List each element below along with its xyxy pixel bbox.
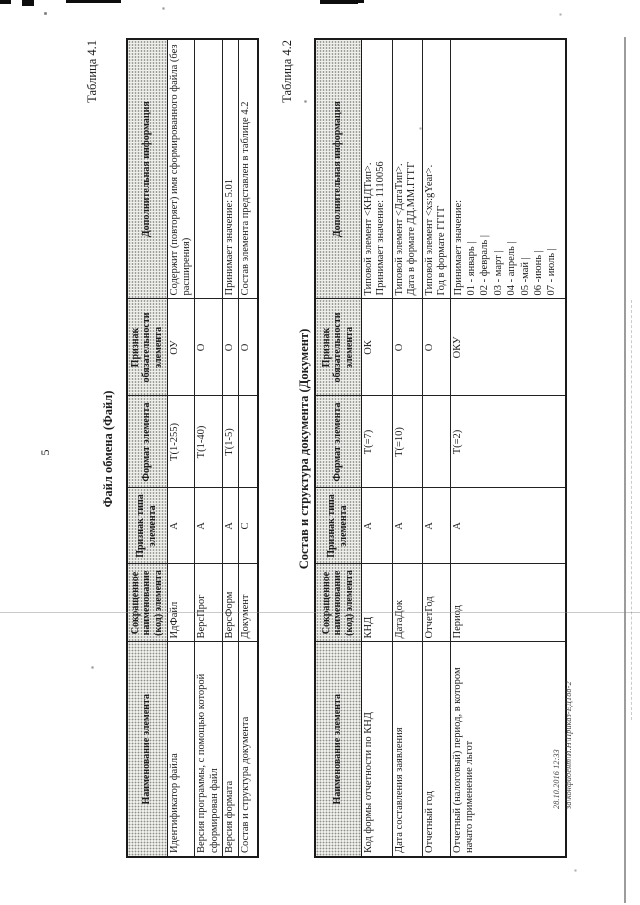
cell-type: А xyxy=(167,488,195,564)
cell-type: А xyxy=(422,488,450,564)
cell-required: О xyxy=(422,299,450,396)
cell-info: Типовой элемент <ДатаТип>. Дата в формат… xyxy=(392,39,422,299)
cell-code: Документ xyxy=(238,564,258,642)
cell-info: Типовой элемент <xs:gYear>. Год в формат… xyxy=(422,39,450,299)
cell-code: ИдФайл xyxy=(167,564,195,642)
scan-line-artifact xyxy=(0,612,640,613)
cell-type: А xyxy=(392,488,422,564)
cell-type: С xyxy=(238,488,258,564)
cell-type: А xyxy=(194,488,223,564)
table41-title: Файл обмена (Файл) xyxy=(101,390,115,508)
table-row: Отчетный (налоговый) период, в котором н… xyxy=(450,39,566,857)
cell-format xyxy=(238,396,258,488)
col-header-type-flag: Признак типа элемента xyxy=(127,488,167,564)
cell-format: Т(1-5) xyxy=(222,396,239,488)
stamp-datetime: 28.10.2016 12:33 xyxy=(552,749,561,809)
cell-required: О xyxy=(194,299,223,396)
cell-info: Принимает значение: 5.01 xyxy=(222,39,239,299)
table-row: Идентификатор файла ИдФайл А Т(1-255) ОУ… xyxy=(167,39,195,857)
col-header-format: Формат элемента xyxy=(127,396,167,488)
col-header-type-flag: Признак типа элемента xyxy=(315,488,361,564)
cell-required: ОК xyxy=(361,299,392,396)
cell-code: ВерсФорм xyxy=(222,564,239,642)
scan-edge-artifact xyxy=(22,0,34,6)
scan-speck-artifacts xyxy=(0,0,1,1)
table42-header-row: Наименование элемента Сокращенное наимен… xyxy=(315,39,361,857)
cell-required: О xyxy=(222,299,239,396)
table-file-exchange: Наименование элемента Сокращенное наимен… xyxy=(126,38,259,858)
col-header-required-flag: Признак обязательности элемента xyxy=(315,299,361,396)
cell-required: ОУ xyxy=(167,299,195,396)
scan-edge-artifact xyxy=(0,0,11,4)
scan-edge-artifact xyxy=(113,0,121,3)
col-header-additional-info: Дополнительная информация xyxy=(127,39,167,299)
cell-code: ДатаДок xyxy=(392,564,422,642)
table-row: Версия программы, с помощью которой сфор… xyxy=(194,39,223,857)
cell-required: О xyxy=(392,299,422,396)
cell-format: Т(=2) xyxy=(450,396,566,488)
table41-header-row: Наименование элемента Сокращенное наимен… xyxy=(127,39,167,857)
col-header-format: Формат элемента xyxy=(315,396,361,488)
cell-format xyxy=(422,396,450,488)
col-header-additional-info: Дополнительная информация xyxy=(315,39,361,299)
cell-code: ВерсПрог xyxy=(194,564,223,642)
table-row: Отчетный год ОтчетГод А О Типовой элемен… xyxy=(422,39,450,857)
cell-info: Состав элемента представлен в таблице 4.… xyxy=(238,39,258,299)
col-header-short-name: Сокращенное наименование (код) элемента xyxy=(127,564,167,642)
cell-name: Версия формата xyxy=(222,642,239,857)
scan-fold-line-artifact xyxy=(624,37,626,903)
cell-code: Период xyxy=(450,564,566,642)
cell-code: ОтчетГод xyxy=(422,564,450,642)
table-row: Версия формата ВерсФорм А Т(1-5) О Прини… xyxy=(222,39,239,857)
table-row: Дата составления заявления ДатаДок А Т(=… xyxy=(392,39,422,857)
cell-info xyxy=(194,39,223,299)
stamp-filepath: за\конфидент\И.Н\Приказ-ЕД188-2 xyxy=(563,681,573,809)
cell-name: Код формы отчетности по КНД xyxy=(361,642,392,857)
print-stamp: 28.10.2016 12:33 за\конфидент\И.Н\Приказ… xyxy=(551,681,574,809)
cell-type: А xyxy=(222,488,239,564)
page-number: 5 xyxy=(38,449,52,456)
cell-format: Т(=10) xyxy=(392,396,422,488)
cell-name: Отчетный год xyxy=(422,642,450,857)
cell-code: КНД xyxy=(361,564,392,642)
cell-name: Версия программы, с помощью которой сфор… xyxy=(194,642,223,857)
col-header-short-name: Сокращенное наименование (код) элемента xyxy=(315,564,361,642)
cell-name: Дата составления заявления xyxy=(392,642,422,857)
table-row: Состав и структура документа Документ С … xyxy=(238,39,258,857)
cell-format: Т(=7) xyxy=(361,396,392,488)
scan-edge-artifact xyxy=(66,0,113,3)
scan-edge-artifact xyxy=(320,0,358,4)
cell-name: Состав и структура документа xyxy=(238,642,258,857)
scan-edge-artifact xyxy=(358,0,364,3)
cell-required: О xyxy=(238,299,258,396)
scan-fold-line-artifact xyxy=(631,300,632,720)
cell-info: Содержит (повторяет) имя сформированного… xyxy=(167,39,195,299)
cell-type: А xyxy=(450,488,566,564)
col-header-element-name: Наименование элемента xyxy=(315,642,361,857)
table-document-structure: Наименование элемента Сокращенное наимен… xyxy=(314,38,567,858)
cell-type: А xyxy=(361,488,392,564)
table42-caption: Таблица 4.2 xyxy=(280,40,294,103)
cell-required: ОКУ xyxy=(450,299,566,396)
cell-format: Т(1-40) xyxy=(194,396,223,488)
table41-caption: Таблица 4.1 xyxy=(85,40,99,103)
col-header-element-name: Наименование элемента xyxy=(127,642,167,857)
cell-name: Отчетный (налоговый) период, в котором н… xyxy=(450,642,566,857)
col-header-required-flag: Признак обязательности элемента xyxy=(127,299,167,396)
cell-info-period-values: Принимает значение: 01 - январь | 02 - ф… xyxy=(450,39,566,299)
table42-title: Состав и структура документа (Документ) xyxy=(297,328,311,570)
cell-name: Идентификатор файла xyxy=(167,642,195,857)
cell-info: Типовой элемент <КНДТип>. Принимает знач… xyxy=(361,39,392,299)
cell-format: Т(1-255) xyxy=(167,396,195,488)
table-row: Код формы отчетности по КНД КНД А Т(=7) … xyxy=(361,39,392,857)
